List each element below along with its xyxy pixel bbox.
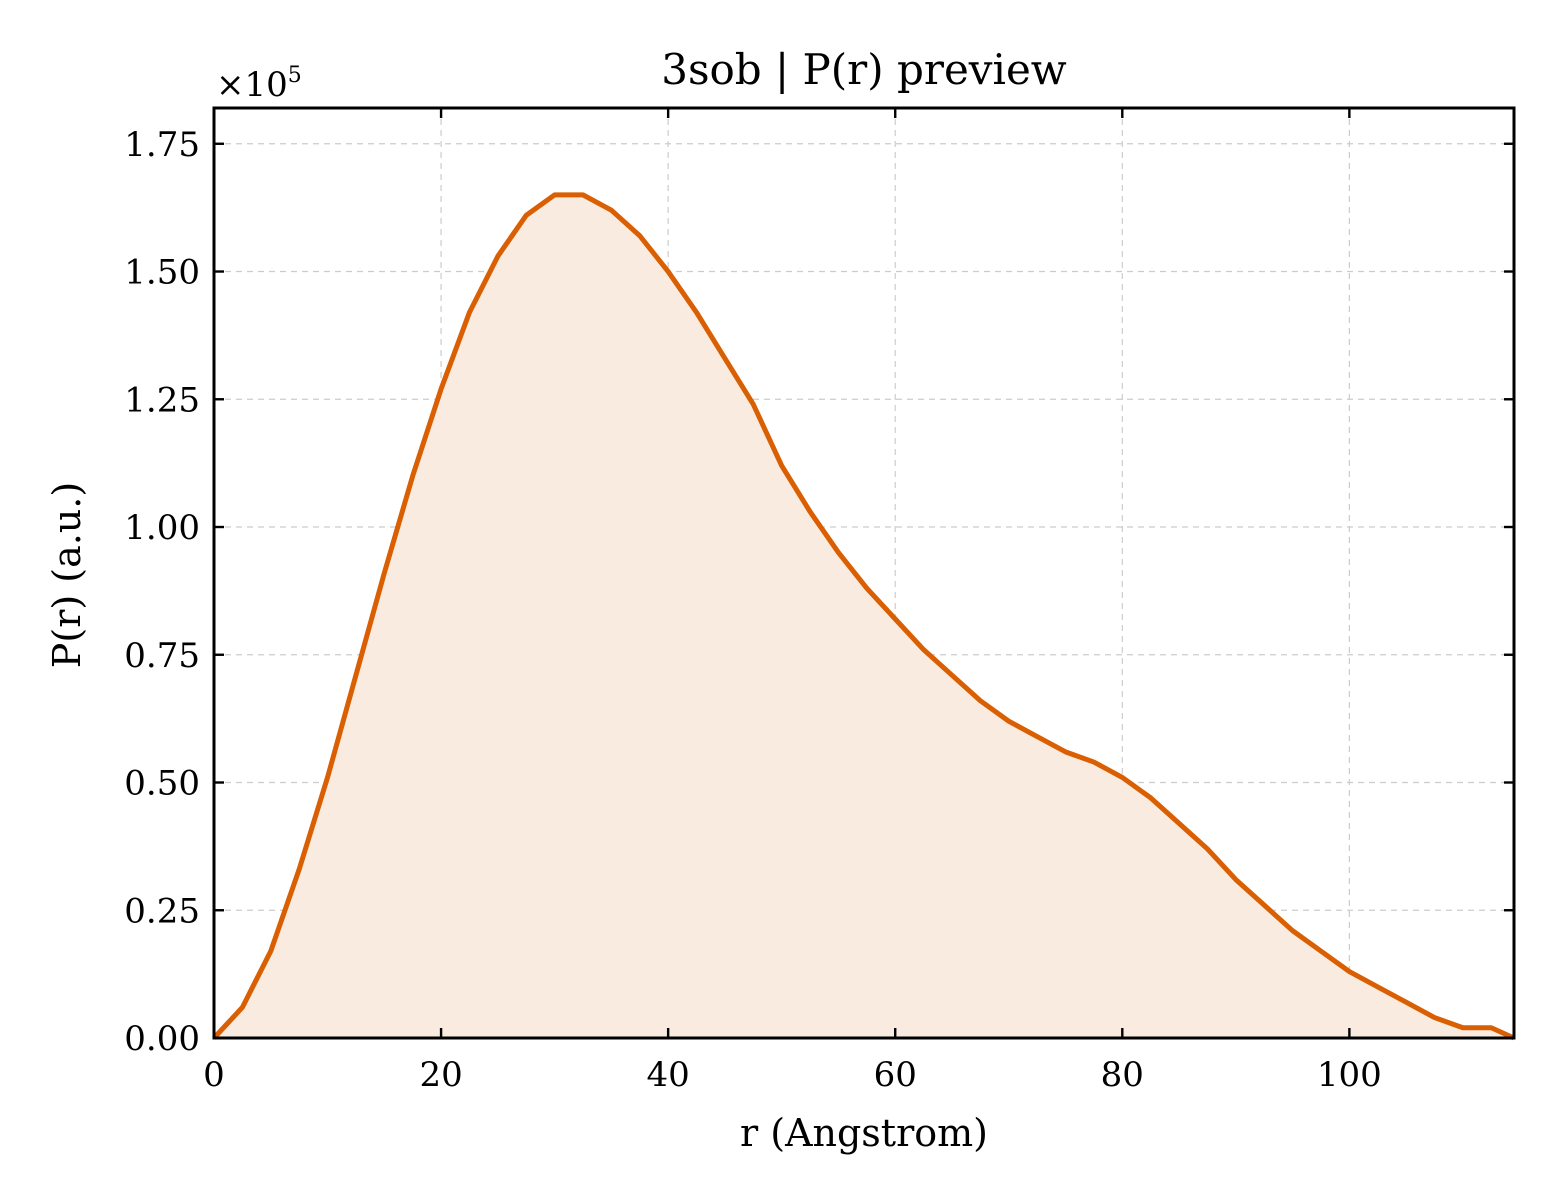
x-tick-label-5: 100 bbox=[1317, 1055, 1382, 1095]
axis-ticks bbox=[212, 108, 1514, 1040]
y-axis-label: P(r) (a.u.) bbox=[45, 482, 89, 668]
y-axis-multiplier: ×105 bbox=[216, 63, 302, 105]
x-tick-label-0: 0 bbox=[203, 1055, 225, 1095]
y-tick-label-2: 0.50 bbox=[124, 764, 200, 804]
y-tick-labels: 0.00 0.25 0.50 0.75 1.00 1.25 1.50 1.75 bbox=[124, 125, 200, 1059]
chart-title: 3sob | P(r) preview bbox=[661, 45, 1067, 94]
y-multiplier-base: ×10 bbox=[216, 65, 288, 105]
x-tick-label-3: 60 bbox=[874, 1055, 917, 1095]
y-tick-label-1: 0.25 bbox=[124, 891, 200, 931]
y-tick-label-3: 0.75 bbox=[124, 636, 200, 676]
y-tick-label-0: 0.00 bbox=[124, 1019, 200, 1059]
series-line bbox=[212, 192, 1516, 1041]
area-fill bbox=[214, 194, 1514, 1038]
y-tick-label-5: 1.25 bbox=[124, 380, 200, 420]
x-tick-label-1: 20 bbox=[419, 1055, 462, 1095]
y-multiplier-exponent: 5 bbox=[288, 63, 302, 88]
plot-frame bbox=[212, 106, 1516, 1040]
x-axis-label: r (Angstrom) bbox=[740, 1111, 988, 1155]
x-tick-labels: 0 20 40 60 80 100 bbox=[203, 1055, 1382, 1095]
y-tick-label-4: 1.00 bbox=[124, 508, 200, 548]
x-tick-label-2: 40 bbox=[647, 1055, 690, 1095]
x-tick-label-4: 80 bbox=[1101, 1055, 1144, 1095]
plot-area bbox=[212, 192, 1516, 1041]
y-tick-label-7: 1.75 bbox=[124, 125, 200, 165]
y-tick-label-6: 1.50 bbox=[124, 253, 200, 293]
